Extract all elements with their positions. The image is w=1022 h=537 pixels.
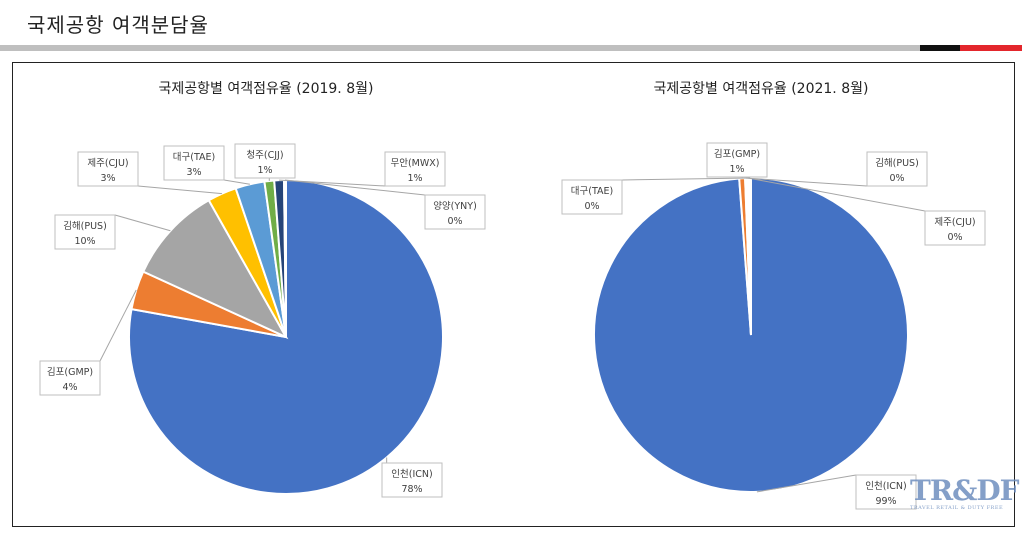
slice-value-label: 0% bbox=[584, 201, 599, 212]
slice-name-label: 김해(PUS) bbox=[63, 220, 107, 232]
leader-line bbox=[223, 179, 250, 185]
page-title: 국제공항 여객분담율 bbox=[27, 13, 209, 37]
slice-value-label: 0% bbox=[947, 232, 962, 243]
slice-name-label: 대구(TAE) bbox=[173, 152, 215, 163]
watermark-main: TR&DF bbox=[910, 474, 1020, 507]
slice-value-label: 99% bbox=[875, 496, 896, 507]
slice-value-label: 4% bbox=[62, 382, 77, 393]
watermark-logo: TR&DF TRAVEL RETAIL & DUTY FREE bbox=[910, 474, 1020, 512]
data-label-box bbox=[381, 462, 443, 498]
title-underline bbox=[0, 45, 920, 51]
slice-name-label: 제주(CJU) bbox=[934, 217, 975, 228]
slice-value-label: 10% bbox=[74, 236, 95, 247]
slice-value-label: 3% bbox=[186, 167, 201, 178]
slice-name-label: 김포(GMP) bbox=[47, 366, 93, 378]
leader-line bbox=[747, 177, 926, 212]
slice-value-label: 0% bbox=[447, 216, 462, 227]
slice-name-label: 대구(TAE) bbox=[571, 186, 613, 197]
slice-value-label: 0% bbox=[889, 173, 904, 184]
data-label-box bbox=[561, 179, 623, 215]
pie-chart-2: 국제공항별 여객점유율 (2021. 8월) 인천(ICN) 99% 김포(GMP) 1… bbox=[561, 81, 986, 510]
leader-line bbox=[756, 474, 857, 493]
data-label-box bbox=[54, 214, 116, 250]
slice-name-label: 인천(ICN) bbox=[391, 469, 432, 480]
watermark-sub: TRAVEL RETAIL & DUTY FREE bbox=[910, 505, 1004, 511]
slice-name-label: 청주(CJJ) bbox=[246, 150, 283, 161]
slice-name-label: 김포(GMP) bbox=[714, 148, 760, 160]
leader-line bbox=[114, 214, 171, 232]
slice-value-label: 78% bbox=[401, 484, 422, 495]
chart-title: 국제공항별 여객점유율 (2019. 8월) bbox=[159, 81, 374, 97]
leader-line bbox=[746, 177, 868, 187]
slice-name-label: 김해(PUS) bbox=[875, 157, 919, 169]
slice-name-label: 제주(CJU) bbox=[87, 158, 128, 169]
chart-title: 국제공항별 여객점유율 (2021. 8월) bbox=[654, 81, 869, 97]
leader-line bbox=[99, 289, 137, 362]
slice-name-label: 양양(YNY) bbox=[433, 201, 477, 212]
title-accent-black bbox=[920, 45, 960, 51]
data-label-box bbox=[924, 210, 986, 246]
data-label-box bbox=[384, 151, 446, 187]
slice-value-label: 1% bbox=[729, 164, 744, 175]
data-label-box bbox=[866, 151, 928, 187]
slice-value-label: 1% bbox=[257, 165, 272, 176]
slice-name-label: 무안(MWX) bbox=[391, 158, 440, 169]
leader-line bbox=[284, 179, 426, 196]
slice-name-label: 인천(ICN) bbox=[865, 481, 906, 492]
slice-value-label: 3% bbox=[100, 173, 115, 184]
data-label-box bbox=[77, 151, 139, 187]
slice-value-label: 1% bbox=[407, 173, 422, 184]
data-label-box bbox=[706, 142, 768, 178]
leader-line bbox=[137, 185, 223, 195]
data-label-box bbox=[424, 194, 486, 230]
data-label-box bbox=[163, 145, 225, 181]
leader-line bbox=[621, 177, 751, 181]
data-label-box bbox=[39, 360, 101, 396]
title-accent-red bbox=[960, 45, 1022, 51]
data-label-box bbox=[855, 474, 917, 510]
data-label-box bbox=[234, 143, 296, 179]
pie-chart-1: 국제공항별 여객점유율 (2019. 8월) 인천(ICN) 78% 김포(GMP) 4… bbox=[39, 81, 486, 498]
